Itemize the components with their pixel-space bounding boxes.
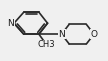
Text: N: N: [58, 30, 65, 39]
Text: N: N: [7, 19, 14, 28]
Text: O: O: [91, 30, 97, 39]
Text: CH3: CH3: [38, 40, 55, 49]
